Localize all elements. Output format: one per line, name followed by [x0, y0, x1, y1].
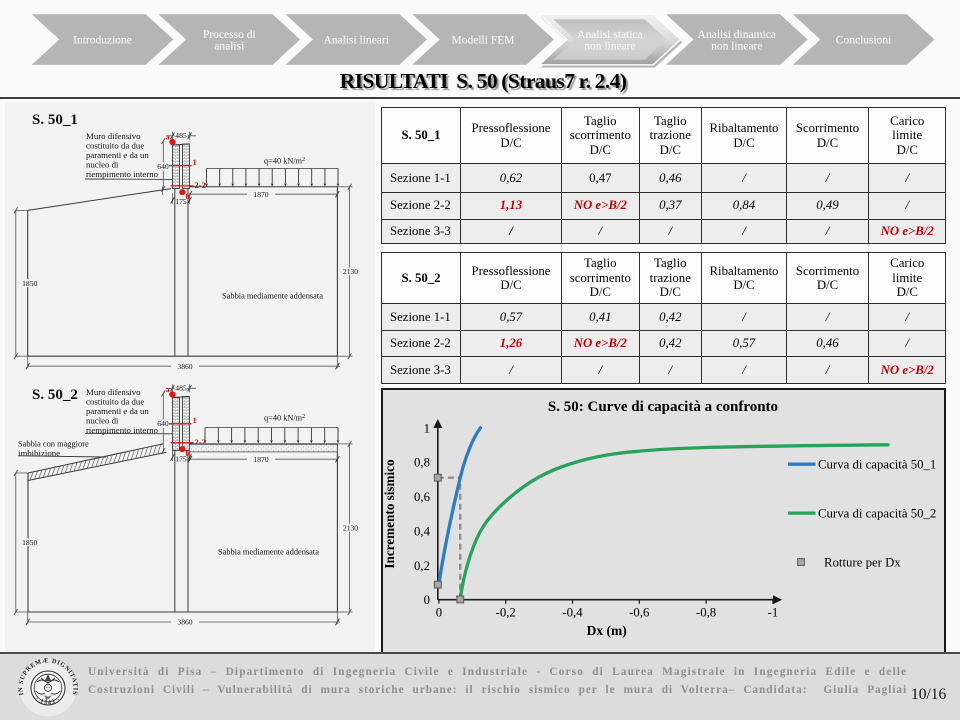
- svg-text:0,6: 0,6: [414, 490, 431, 504]
- svg-text:analisi: analisi: [214, 41, 244, 53]
- svg-text:0: 0: [436, 606, 442, 620]
- svg-text:1850: 1850: [22, 538, 37, 547]
- svg-text:175: 175: [175, 197, 187, 206]
- svg-text:Muro difensivo: Muro difensivo: [86, 131, 141, 141]
- svg-text:Sabbia con maggiore: Sabbia con maggiore: [18, 440, 89, 449]
- svg-text:485: 485: [175, 384, 187, 393]
- svg-text:640: 640: [157, 162, 169, 171]
- svg-text:2130: 2130: [343, 524, 358, 533]
- svg-text:q=40 kN/m2: q=40 kN/m2: [264, 157, 305, 166]
- svg-text:Incremento sismico: Incremento sismico: [382, 459, 397, 569]
- svg-text:-1: -1: [768, 606, 779, 620]
- svg-text:-0,8: -0,8: [696, 606, 716, 620]
- svg-text:3860: 3860: [177, 618, 192, 627]
- svg-text:paramenti e da un: paramenti e da un: [86, 406, 149, 416]
- svg-text:Introduzione: Introduzione: [73, 35, 132, 47]
- svg-text:Modelli FEM: Modelli FEM: [452, 35, 515, 47]
- svg-text:a: a: [166, 385, 170, 394]
- svg-text:q=40 kN/m2: q=40 kN/m2: [264, 414, 305, 423]
- svg-text:-0,2: -0,2: [496, 606, 516, 620]
- svg-text:Dx (m): Dx (m): [587, 623, 627, 638]
- svg-text:non lineare: non lineare: [584, 41, 635, 53]
- svg-text:S. 50_1: S. 50_1: [32, 112, 78, 128]
- svg-text:0: 0: [424, 593, 430, 607]
- svg-text:1850: 1850: [22, 279, 37, 288]
- svg-text:485: 485: [175, 131, 187, 140]
- svg-text:paramenti e da un: paramenti e da un: [86, 150, 149, 160]
- svg-text:Curva di capacità 50_2: Curva di capacità 50_2: [818, 507, 936, 521]
- svg-text:Conclusioni: Conclusioni: [836, 35, 892, 47]
- svg-text:costituito da due: costituito da due: [86, 141, 144, 151]
- svg-text:· 1343 ·: · 1343 ·: [34, 696, 62, 707]
- svg-text:640: 640: [157, 419, 169, 428]
- svg-text:riempimento interno: riempimento interno: [86, 169, 159, 179]
- svg-text:Analisi dinamica: Analisi dinamica: [698, 29, 776, 41]
- svg-text:b: b: [186, 192, 190, 201]
- svg-text:Sabbia mediamente addensata: Sabbia mediamente addensata: [218, 548, 319, 557]
- svg-text:2-2: 2-2: [195, 437, 206, 447]
- svg-text:non lineare: non lineare: [711, 41, 762, 53]
- svg-text:1: 1: [193, 157, 197, 167]
- svg-text:imbibizione: imbibizione: [18, 448, 60, 458]
- svg-text:Rotture per Dx: Rotture per Dx: [824, 556, 901, 570]
- svg-text:Sabbia mediamente addensata: Sabbia mediamente addensata: [222, 292, 323, 301]
- svg-text:nucleo di: nucleo di: [86, 160, 119, 170]
- svg-text:1870: 1870: [253, 190, 268, 199]
- svg-text:nucleo di: nucleo di: [86, 416, 119, 426]
- svg-text:3860: 3860: [177, 362, 192, 371]
- svg-text:Muro difensivo: Muro difensivo: [86, 387, 141, 397]
- svg-text:a: a: [166, 133, 170, 142]
- svg-text:2-2: 2-2: [195, 180, 206, 190]
- svg-text:0,4: 0,4: [414, 524, 431, 538]
- svg-text:0,2: 0,2: [414, 559, 430, 573]
- svg-text:riempimento interno: riempimento interno: [86, 425, 159, 435]
- svg-text:1: 1: [193, 415, 197, 425]
- svg-text:S. 50: Curve di capacità a con: S. 50: Curve di capacità a confronto: [548, 399, 778, 415]
- svg-text:2130: 2130: [343, 267, 358, 276]
- svg-text:Processo di: Processo di: [203, 29, 256, 41]
- svg-text:Analisi lineari: Analisi lineari: [323, 35, 388, 47]
- svg-text:0,8: 0,8: [414, 456, 430, 470]
- svg-text:costituito da due: costituito da due: [86, 397, 144, 407]
- svg-text:175: 175: [175, 454, 187, 463]
- svg-text:Analisi statica: Analisi statica: [577, 29, 642, 41]
- svg-text:S. 50_2: S. 50_2: [32, 387, 78, 403]
- svg-text:Curva di capacità 50_1: Curva di capacità 50_1: [818, 458, 936, 472]
- svg-text:1870: 1870: [253, 455, 268, 464]
- svg-text:1: 1: [424, 421, 430, 435]
- svg-text:b: b: [186, 449, 190, 458]
- svg-text:-0,4: -0,4: [562, 606, 583, 620]
- svg-text:-0,6: -0,6: [629, 606, 650, 620]
